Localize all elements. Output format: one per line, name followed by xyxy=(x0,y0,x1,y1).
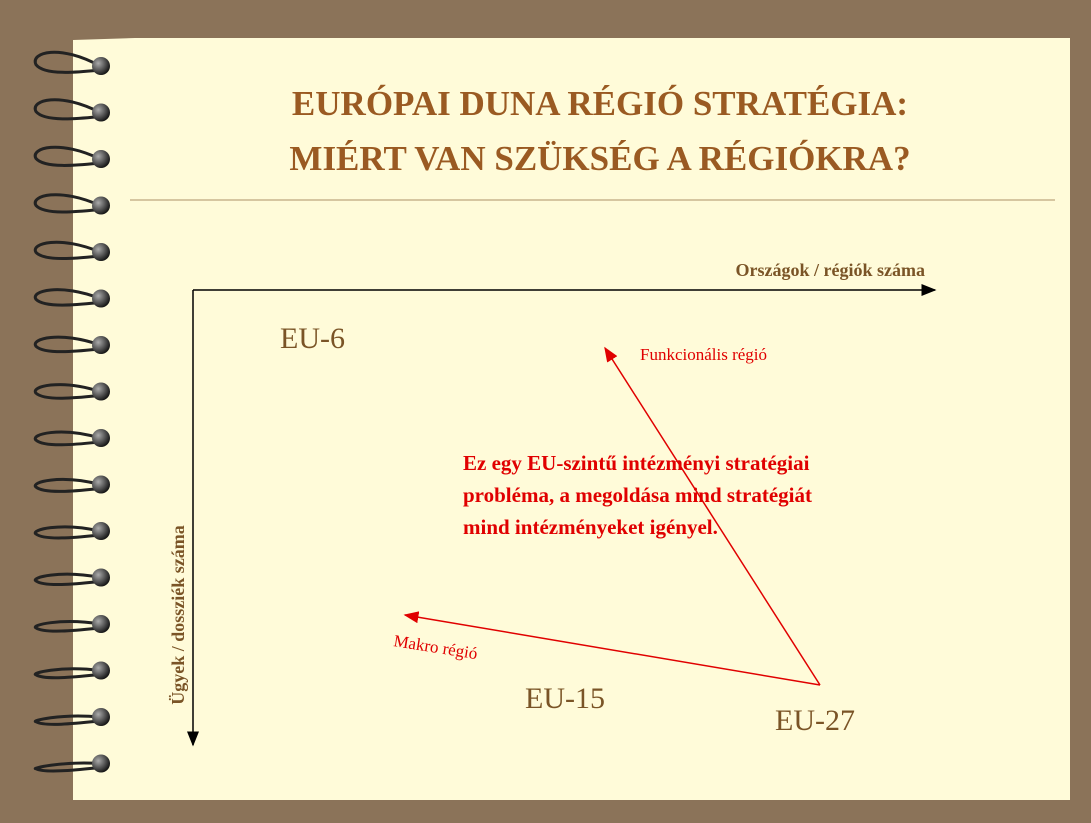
ring-hole xyxy=(92,662,110,680)
y-axis-label: Ügyek / dossziék száma xyxy=(168,525,188,705)
ring-hole xyxy=(92,383,110,401)
ring-hole xyxy=(92,290,110,308)
ring-hole xyxy=(92,57,110,75)
ring-hole xyxy=(92,197,110,215)
ring-hole xyxy=(92,569,110,587)
ring-hole xyxy=(92,336,110,354)
ring-hole xyxy=(92,429,110,447)
ring-hole xyxy=(92,150,110,168)
title-line: MIÉRT VAN SZÜKSÉG A RÉGIÓKRA? xyxy=(289,138,910,178)
x-axis-label: Országok / régiók száma xyxy=(736,260,925,280)
point-label: EU-15 xyxy=(525,682,605,715)
ring-hole xyxy=(92,104,110,122)
point-label: EU-27 xyxy=(775,704,855,737)
ring-hole xyxy=(92,615,110,633)
slide: EURÓPAI DUNA RÉGIÓ STRATÉGIA: MIÉRT VAN … xyxy=(0,0,1091,823)
arrow-label: Funkcionális régió xyxy=(640,345,767,364)
note-line: mind intézményeket igényel. xyxy=(463,515,718,539)
note-line: Ez egy EU-szintű intézményi stratégiai xyxy=(463,451,810,475)
ring-hole xyxy=(92,755,110,773)
point-label: EU-6 xyxy=(280,322,345,355)
ring-hole xyxy=(92,522,110,540)
note-line: probléma, a megoldása mind stratégiát xyxy=(463,483,812,507)
ring-hole xyxy=(92,243,110,261)
ring-hole xyxy=(92,476,110,494)
ring-hole xyxy=(92,708,110,726)
title-line: EURÓPAI DUNA RÉGIÓ STRATÉGIA: xyxy=(292,83,908,123)
